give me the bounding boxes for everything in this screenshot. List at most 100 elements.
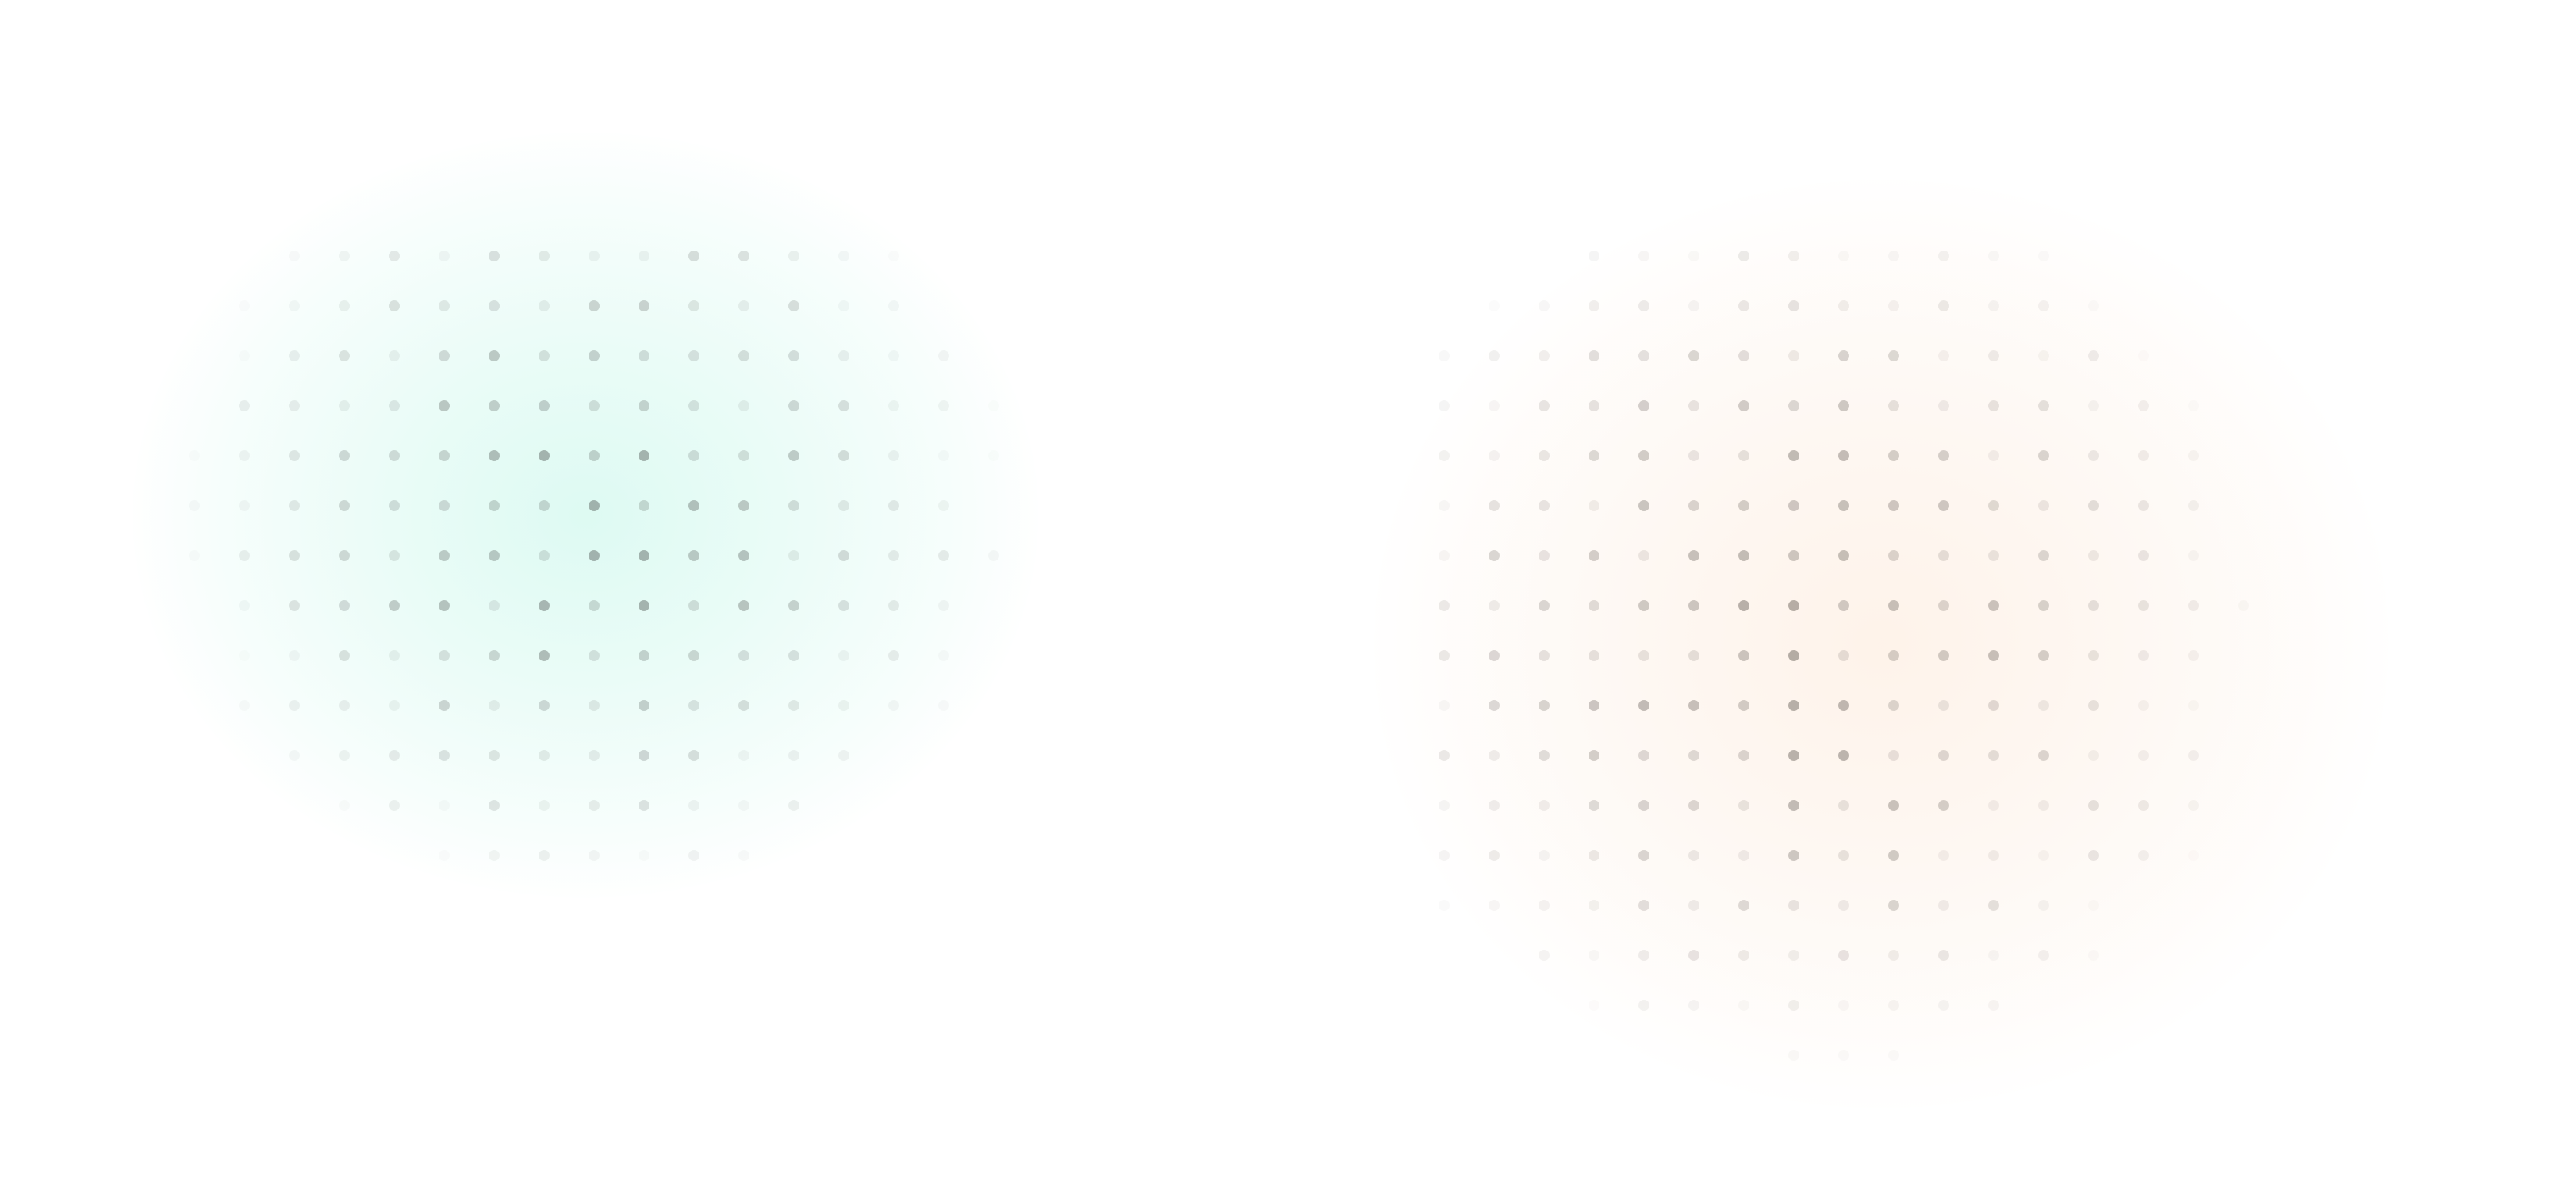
grid-dot <box>239 650 250 661</box>
grid-dot <box>2138 600 2149 611</box>
grid-dot <box>1788 1050 1799 1061</box>
grid-dot <box>1539 300 1550 311</box>
grid-dot <box>888 300 899 311</box>
grid-dot <box>1589 600 1599 611</box>
grid-dot <box>888 600 899 611</box>
grid-dot <box>2138 800 2149 811</box>
grid-dot <box>1838 600 1849 611</box>
grid-dot <box>1988 350 1999 361</box>
grid-dot <box>2038 300 2049 311</box>
grid-dot <box>1738 700 1749 711</box>
grid-dot <box>339 800 350 811</box>
grid-dot <box>1589 950 1599 961</box>
grid-dot <box>1539 400 1550 411</box>
grid-dot <box>738 300 749 311</box>
grid-dot <box>2038 700 2049 711</box>
grid-dot <box>1439 700 1450 711</box>
grid-dot <box>639 700 649 711</box>
grid-dot <box>2088 350 2099 361</box>
grid-dot <box>389 750 400 761</box>
grid-dot <box>838 500 849 511</box>
grid-dot <box>1539 850 1550 861</box>
grid-dot <box>1988 400 1999 411</box>
grid-dot <box>738 500 749 511</box>
grid-dot <box>2088 450 2099 461</box>
dot-grid-left <box>239 251 999 861</box>
grid-dot <box>2088 550 2099 561</box>
grid-dot <box>2088 650 2099 661</box>
grid-dot <box>1838 300 1849 311</box>
grid-dot <box>788 750 799 761</box>
grid-dot <box>1439 800 1450 811</box>
grid-dot <box>2088 850 2099 861</box>
grid-dot <box>688 300 699 311</box>
grid-dot <box>489 650 500 661</box>
grid-dot <box>1688 1000 1699 1011</box>
grid-dot <box>788 550 799 561</box>
grid-dot <box>1938 550 1949 561</box>
grid-dot <box>589 251 600 261</box>
grid-dot <box>1489 550 1500 561</box>
grid-dot <box>2038 600 2049 611</box>
grid-dot <box>1638 450 1649 461</box>
grid-dot <box>1688 950 1699 961</box>
grid-dot <box>1888 1050 1899 1061</box>
grid-dot <box>2088 500 2099 511</box>
grid-dot <box>239 700 250 711</box>
grid-dot <box>1539 600 1550 611</box>
grid-dot <box>1539 900 1550 911</box>
grid-dot <box>1888 550 1899 561</box>
grid-dot <box>239 550 250 561</box>
grid-dot <box>1838 850 1849 861</box>
grid-dot <box>339 550 350 561</box>
grid-dot <box>1738 750 1749 761</box>
grid-dot <box>1638 850 1649 861</box>
grid-dot <box>389 450 400 461</box>
grid-dot <box>1788 900 1799 911</box>
grid-dot <box>1439 450 1450 461</box>
grid-dot <box>988 400 999 411</box>
grid-dot <box>1938 850 1949 861</box>
grid-dot <box>589 850 600 861</box>
grid-dot <box>1489 650 1500 661</box>
grid-dot <box>289 650 300 661</box>
grid-dot <box>339 400 350 411</box>
grid-dot <box>788 450 799 461</box>
grid-dot <box>1738 300 1749 311</box>
grid-dot <box>339 750 350 761</box>
grid-dot <box>1688 400 1699 411</box>
grid-dot <box>1738 850 1749 861</box>
grid-dot <box>539 850 550 861</box>
grid-dot <box>788 400 799 411</box>
grid-dot <box>688 500 699 511</box>
grid-dot <box>1938 1000 1949 1011</box>
grid-dot <box>738 650 749 661</box>
grid-dot <box>1738 650 1749 661</box>
grid-dot <box>589 650 600 661</box>
grid-dot <box>639 300 649 311</box>
grid-dot <box>1738 400 1749 411</box>
grid-dot <box>838 251 849 261</box>
grid-dot <box>639 450 649 461</box>
grid-dot <box>289 400 300 411</box>
grid-dot <box>938 400 949 411</box>
grid-dot <box>639 600 649 611</box>
grid-dot <box>1788 600 1799 611</box>
grid-dot <box>489 251 500 261</box>
grid-dot <box>489 450 500 461</box>
grid-dot <box>1838 950 1849 961</box>
grid-dot <box>1888 500 1899 511</box>
grid-dot <box>539 350 550 361</box>
grid-dot <box>1988 900 1999 911</box>
grid-dot <box>1988 450 1999 461</box>
grid-dot <box>439 550 450 561</box>
grid-dot <box>2188 450 2199 461</box>
grid-dot <box>1688 750 1699 761</box>
grid-dot <box>1439 350 1450 361</box>
grid-dot <box>1589 850 1599 861</box>
grid-dot <box>1988 550 1999 561</box>
grid-dot <box>1688 500 1699 511</box>
grid-dot <box>1988 950 1999 961</box>
grid-dot <box>389 300 400 311</box>
grid-dot <box>489 550 500 561</box>
